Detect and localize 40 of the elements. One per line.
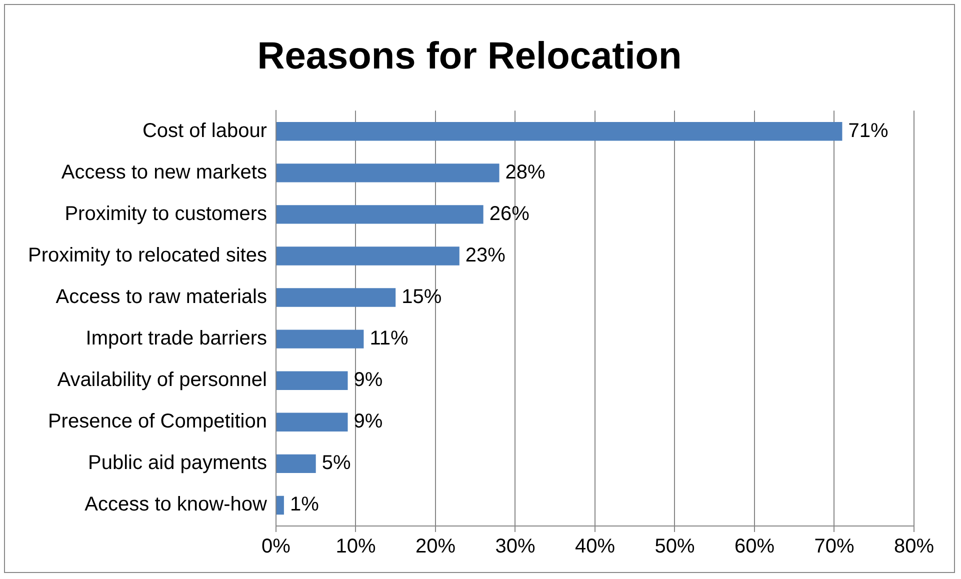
- x-tick-label: 0%: [262, 536, 291, 558]
- y-tick-label: Proximity to customers: [64, 202, 267, 225]
- data-label: 28%: [505, 161, 546, 184]
- data-label: 15%: [402, 286, 442, 308]
- bar: [276, 496, 284, 515]
- chart-title: Reasons for Relocation: [257, 35, 682, 78]
- data-label: 71%: [848, 120, 888, 142]
- y-tick-label: Cost of labour: [142, 120, 268, 142]
- y-tick-label: Availability of personnel: [57, 369, 267, 392]
- data-label: 9%: [354, 369, 383, 392]
- bar: [276, 164, 500, 182]
- y-tick-label: Public aid payments: [88, 452, 267, 474]
- data-label: 9%: [354, 410, 383, 433]
- x-tick-label: 10%: [336, 536, 376, 558]
- bar: [276, 412, 348, 432]
- bar: [276, 454, 316, 474]
- bar: [276, 122, 842, 141]
- x-tick-label: 60%: [734, 536, 775, 558]
- bar: [276, 205, 484, 224]
- x-tick-label: 30%: [495, 536, 536, 558]
- x-tick-label: 20%: [415, 536, 456, 558]
- y-tick-label: Presence of Competition: [48, 410, 267, 433]
- x-tick-label: 70%: [814, 536, 854, 558]
- data-label: 26%: [489, 202, 530, 225]
- x-tick-label: 50%: [654, 536, 695, 558]
- y-tick-label: Access to raw materials: [56, 286, 267, 308]
- y-tick-label: Import trade barriers: [86, 328, 267, 350]
- y-tick-label: Access to new markets: [61, 161, 267, 184]
- data-label: 23%: [465, 244, 506, 267]
- y-tick-label: Proximity to relocated sites: [28, 244, 267, 267]
- bar: [276, 288, 396, 307]
- bar: [276, 371, 348, 390]
- data-label: 5%: [322, 452, 351, 474]
- bar: [276, 330, 364, 348]
- data-label: 1%: [290, 494, 320, 516]
- y-tick-label: Access to know-how: [84, 494, 268, 516]
- x-tick-label: 40%: [574, 536, 616, 558]
- bar: [276, 246, 460, 266]
- data-label: 11%: [370, 328, 408, 350]
- x-tick-label: 80%: [894, 536, 934, 558]
